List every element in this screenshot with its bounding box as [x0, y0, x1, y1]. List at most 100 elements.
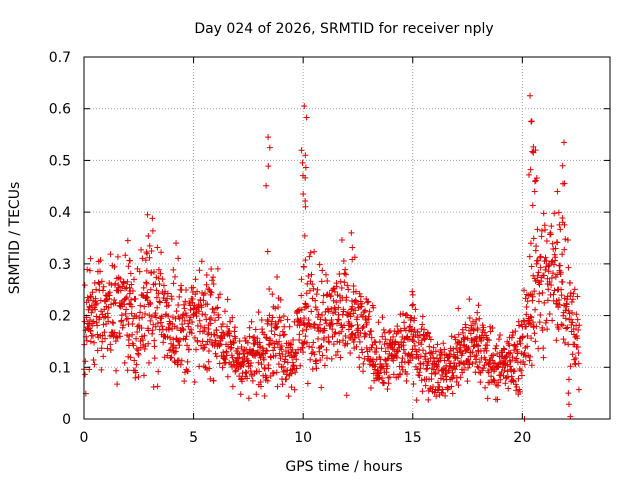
data-point — [484, 395, 491, 402]
data-point — [484, 342, 491, 349]
data-point — [117, 287, 124, 294]
data-point — [82, 371, 89, 378]
data-point — [82, 358, 89, 365]
data-point — [248, 360, 255, 367]
data-point — [180, 311, 187, 318]
data-point — [409, 337, 416, 344]
data-point — [517, 388, 524, 395]
data-point — [260, 356, 267, 363]
data-point — [271, 331, 278, 338]
data-point — [295, 307, 302, 314]
data-point — [116, 330, 123, 337]
data-point — [449, 390, 456, 397]
data-point — [341, 322, 348, 329]
data-point — [432, 348, 439, 355]
data-point — [558, 286, 565, 293]
data-point — [350, 282, 357, 289]
data-point — [249, 351, 256, 358]
data-point — [368, 328, 375, 335]
data-point — [211, 317, 218, 324]
data-point — [298, 292, 305, 299]
data-point — [311, 351, 318, 358]
data-point — [513, 383, 520, 390]
data-point — [315, 335, 322, 342]
data-point — [104, 345, 111, 352]
data-point — [207, 288, 214, 295]
data-point — [125, 263, 132, 270]
data-point — [507, 358, 514, 365]
data-point — [542, 319, 549, 326]
data-point — [117, 276, 124, 283]
data-point — [409, 346, 416, 353]
data-point — [89, 332, 96, 339]
data-point — [550, 291, 557, 298]
y-tick-label: 0.1 — [49, 360, 71, 376]
data-point — [118, 318, 125, 325]
data-point — [464, 335, 471, 342]
data-point — [520, 317, 527, 324]
data-point — [571, 286, 578, 293]
data-point — [403, 370, 410, 377]
data-point — [367, 385, 374, 392]
data-point — [276, 314, 283, 321]
data-point — [272, 352, 279, 359]
data-point — [543, 238, 550, 245]
data-point — [118, 312, 125, 319]
data-point — [508, 373, 515, 380]
data-point — [113, 367, 120, 374]
data-point — [427, 385, 434, 392]
data-point — [518, 367, 525, 374]
data-point — [177, 361, 184, 368]
data-point — [527, 166, 534, 173]
data-point — [532, 338, 539, 345]
data-point — [411, 315, 418, 322]
data-point — [90, 357, 97, 364]
data-point — [434, 341, 441, 348]
data-point — [239, 378, 246, 385]
data-point — [428, 349, 435, 356]
data-point — [212, 337, 219, 344]
data-point — [256, 368, 263, 375]
data-point — [279, 381, 286, 388]
data-point — [548, 223, 555, 230]
data-point — [133, 345, 140, 352]
data-point — [317, 356, 324, 363]
data-point — [272, 305, 279, 312]
data-point — [437, 375, 444, 382]
data-point — [534, 226, 541, 233]
data-point — [453, 374, 460, 381]
data-point — [126, 284, 133, 291]
data-point — [553, 337, 560, 344]
data-point — [380, 326, 387, 333]
data-point — [572, 355, 579, 362]
data-point — [93, 319, 100, 326]
data-point — [337, 278, 344, 285]
data-point — [347, 350, 354, 357]
data-point — [509, 331, 516, 338]
data-point — [275, 318, 282, 325]
data-point — [86, 321, 93, 328]
data-point — [136, 268, 143, 275]
y-tick-label: 0 — [62, 412, 71, 428]
data-point — [409, 291, 416, 298]
data-point — [549, 270, 556, 277]
data-point — [105, 318, 112, 325]
data-point — [281, 331, 288, 338]
data-point — [154, 383, 161, 390]
data-point — [309, 344, 316, 351]
data-point — [555, 209, 562, 216]
data-point — [565, 307, 572, 314]
data-point — [529, 202, 536, 209]
data-point — [111, 297, 118, 304]
data-point — [265, 163, 272, 170]
data-point — [448, 333, 455, 340]
data-point — [399, 355, 406, 362]
data-point — [312, 297, 319, 304]
data-point — [258, 361, 265, 368]
data-point — [524, 333, 531, 340]
data-point — [352, 307, 359, 314]
data-point — [206, 365, 213, 372]
data-point — [171, 273, 178, 280]
data-point — [264, 377, 271, 384]
data-point — [338, 321, 345, 328]
